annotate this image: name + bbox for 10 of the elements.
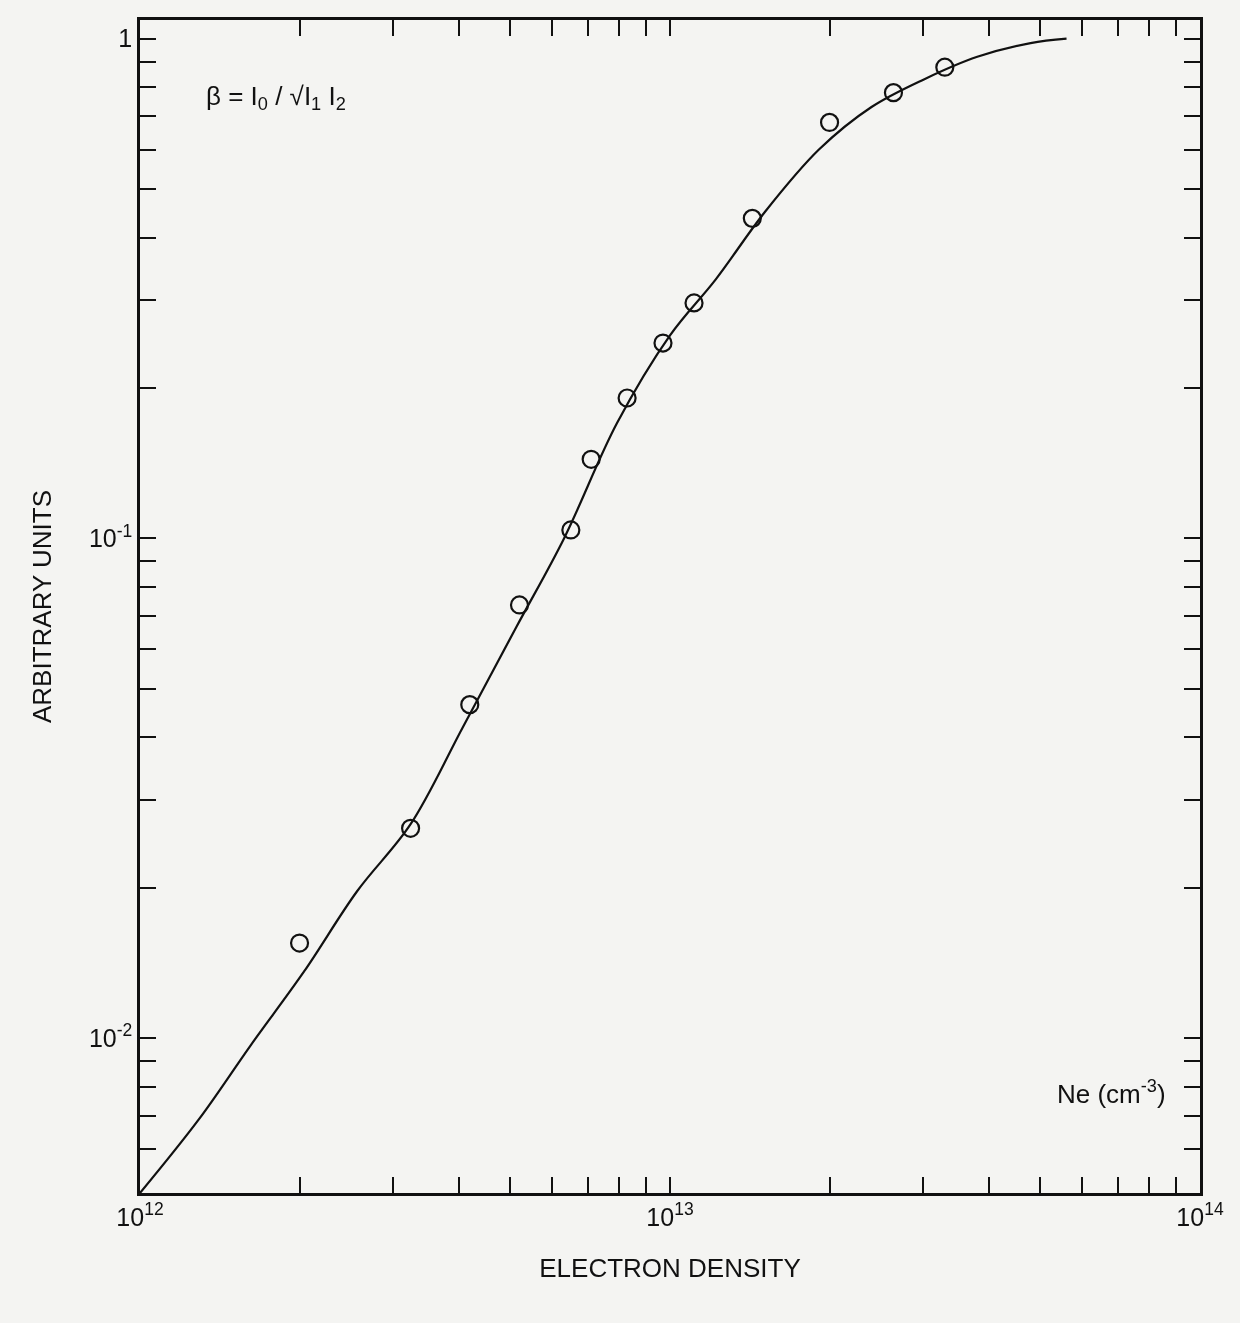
y-tick-label: 10$^{-1}$ (88, 520, 133, 553)
annotation: β = I$_{0}$ / √I$_{1}$ I$_{2}$ (206, 81, 346, 115)
y-axis-title: ARBITRARY UNITS (27, 489, 58, 724)
x-tick-label: 10$^{14}$ (1176, 1199, 1224, 1231)
x-tick-label: 10$^{13}$ (646, 1199, 694, 1231)
x-tick-label: 10$^{12}$ (116, 1199, 164, 1231)
annotation: Ne (cm$^{-3}$) (1057, 1076, 1166, 1109)
y-tick-label: 1 (118, 24, 133, 53)
y-tick-label: 10$^{-2}$ (88, 1020, 133, 1052)
x-axis-title: ELECTRON DENSITY (539, 1253, 801, 1284)
